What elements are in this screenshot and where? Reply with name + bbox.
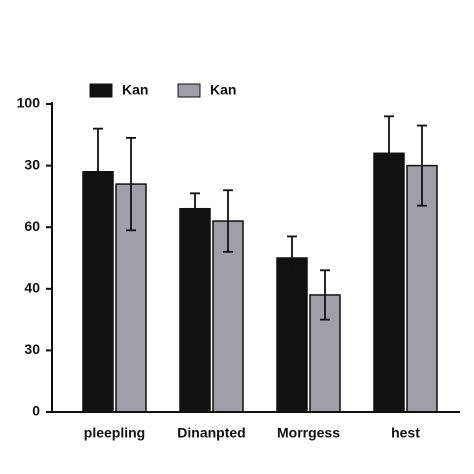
error-bar: [223, 189, 233, 253]
bar: [406, 164, 438, 413]
bar: [179, 207, 211, 413]
error-bar: [320, 269, 330, 321]
error-bar: [384, 115, 394, 192]
y-tick-label: 40: [24, 280, 40, 296]
x-tick-label: hest: [391, 425, 420, 441]
error-bar: [417, 124, 427, 207]
y-tick-label: 0: [32, 403, 40, 419]
y-tick-label: 60: [24, 218, 40, 234]
error-bar: [93, 127, 103, 216]
legend-swatch: [177, 83, 201, 98]
x-tick-label: Morrgess: [277, 425, 340, 441]
legend-swatch: [89, 83, 113, 98]
error-bar: [190, 192, 200, 226]
error-bar: [287, 235, 297, 281]
x-tick-label: Dinanpted: [177, 425, 245, 441]
bar: [373, 152, 405, 413]
legend-label: Kan: [210, 82, 236, 98]
legend-label: Kan: [122, 82, 148, 98]
bar: [276, 257, 308, 413]
y-tick-label: 30: [24, 341, 40, 357]
y-tick-label: 30: [24, 156, 40, 172]
bar: [212, 220, 244, 413]
error-bar: [126, 136, 136, 232]
y-tick-label: 100: [17, 95, 41, 111]
x-tick-label: pleepling: [84, 425, 145, 441]
